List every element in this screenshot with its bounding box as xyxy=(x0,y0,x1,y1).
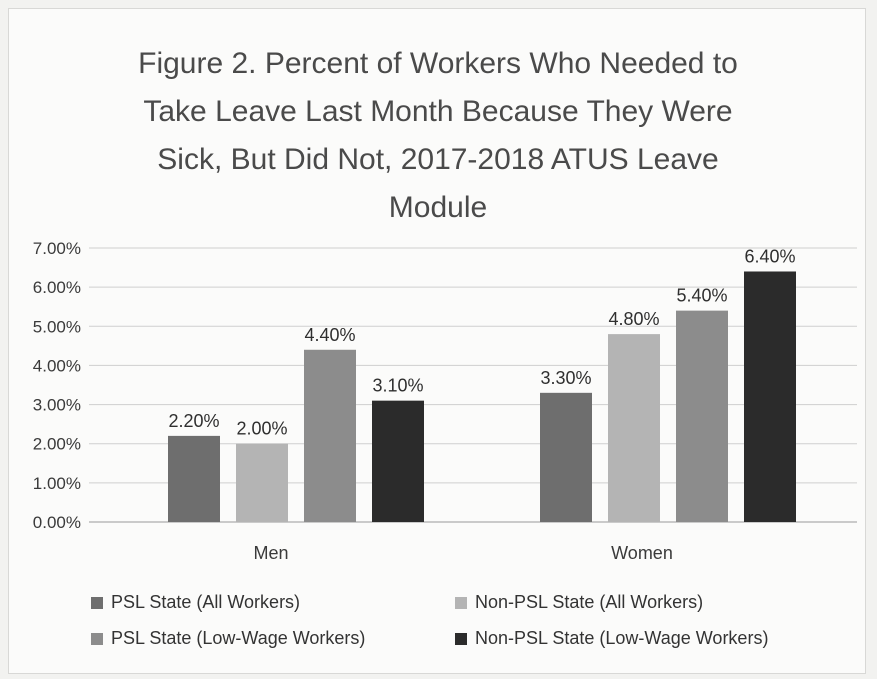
bars: 2.20% 2.00% 4.40% 3.10% 3.30% 4.80% 5.40% 6.40% xyxy=(168,246,796,522)
legend-swatch xyxy=(455,633,467,645)
data-label: 2.00% xyxy=(236,419,287,439)
category-label: Men xyxy=(253,543,288,563)
data-label: 3.10% xyxy=(372,376,423,396)
legend-label: PSL State (Low-Wage Workers) xyxy=(111,628,365,648)
data-label: 3.30% xyxy=(540,368,591,388)
chart-title-line: Module xyxy=(389,191,487,224)
data-label: 4.80% xyxy=(608,309,659,329)
legend-swatch xyxy=(91,633,103,645)
chart-svg: Figure 2. Percent of Workers Who Needed … xyxy=(33,47,857,648)
y-tick-label: 5.00% xyxy=(33,317,81,336)
category-label: Women xyxy=(611,543,673,563)
legend-label: PSL State (All Workers) xyxy=(111,592,300,612)
bar xyxy=(744,271,796,522)
bar xyxy=(608,334,660,522)
y-tick-label: 7.00% xyxy=(33,239,81,258)
chart-title-line: Sick, But Did Not, 2017-2018 ATUS Leave xyxy=(157,143,718,176)
legend-swatch xyxy=(455,597,467,609)
bar xyxy=(168,435,220,522)
bar xyxy=(236,443,288,522)
y-tick-label: 3.00% xyxy=(33,396,81,415)
legend-label: Non-PSL State (Low-Wage Workers) xyxy=(475,628,768,648)
bar xyxy=(676,310,728,522)
y-tick-label: 6.00% xyxy=(33,278,81,297)
data-label: 5.40% xyxy=(676,286,727,306)
chart-title: Figure 2. Percent of Workers Who Needed … xyxy=(138,47,738,224)
bar xyxy=(304,349,356,522)
data-label: 6.40% xyxy=(744,246,795,266)
y-axis-ticks: 0.00% 1.00% 2.00% 3.00% 4.00% 5.00% 6.00% 7.00% xyxy=(33,239,81,532)
chart-title-line: Take Leave Last Month Because They Were xyxy=(143,95,732,128)
legend-label: Non-PSL State (All Workers) xyxy=(475,592,703,612)
y-tick-label: 4.00% xyxy=(33,356,81,375)
bar xyxy=(540,392,592,522)
legend-swatch xyxy=(91,597,103,609)
data-label: 4.40% xyxy=(304,325,355,345)
data-label: 2.20% xyxy=(168,411,219,431)
y-tick-label: 0.00% xyxy=(33,513,81,532)
chart-frame: Figure 2. Percent of Workers Who Needed … xyxy=(8,8,866,674)
x-axis-categories: Men Women xyxy=(253,543,672,563)
y-tick-label: 2.00% xyxy=(33,435,81,454)
chart-title-line: Figure 2. Percent of Workers Who Needed … xyxy=(138,47,738,80)
y-tick-label: 1.00% xyxy=(33,474,81,493)
legend: PSL State (All Workers) Non-PSL State (Al… xyxy=(91,592,768,648)
bar xyxy=(372,400,424,522)
